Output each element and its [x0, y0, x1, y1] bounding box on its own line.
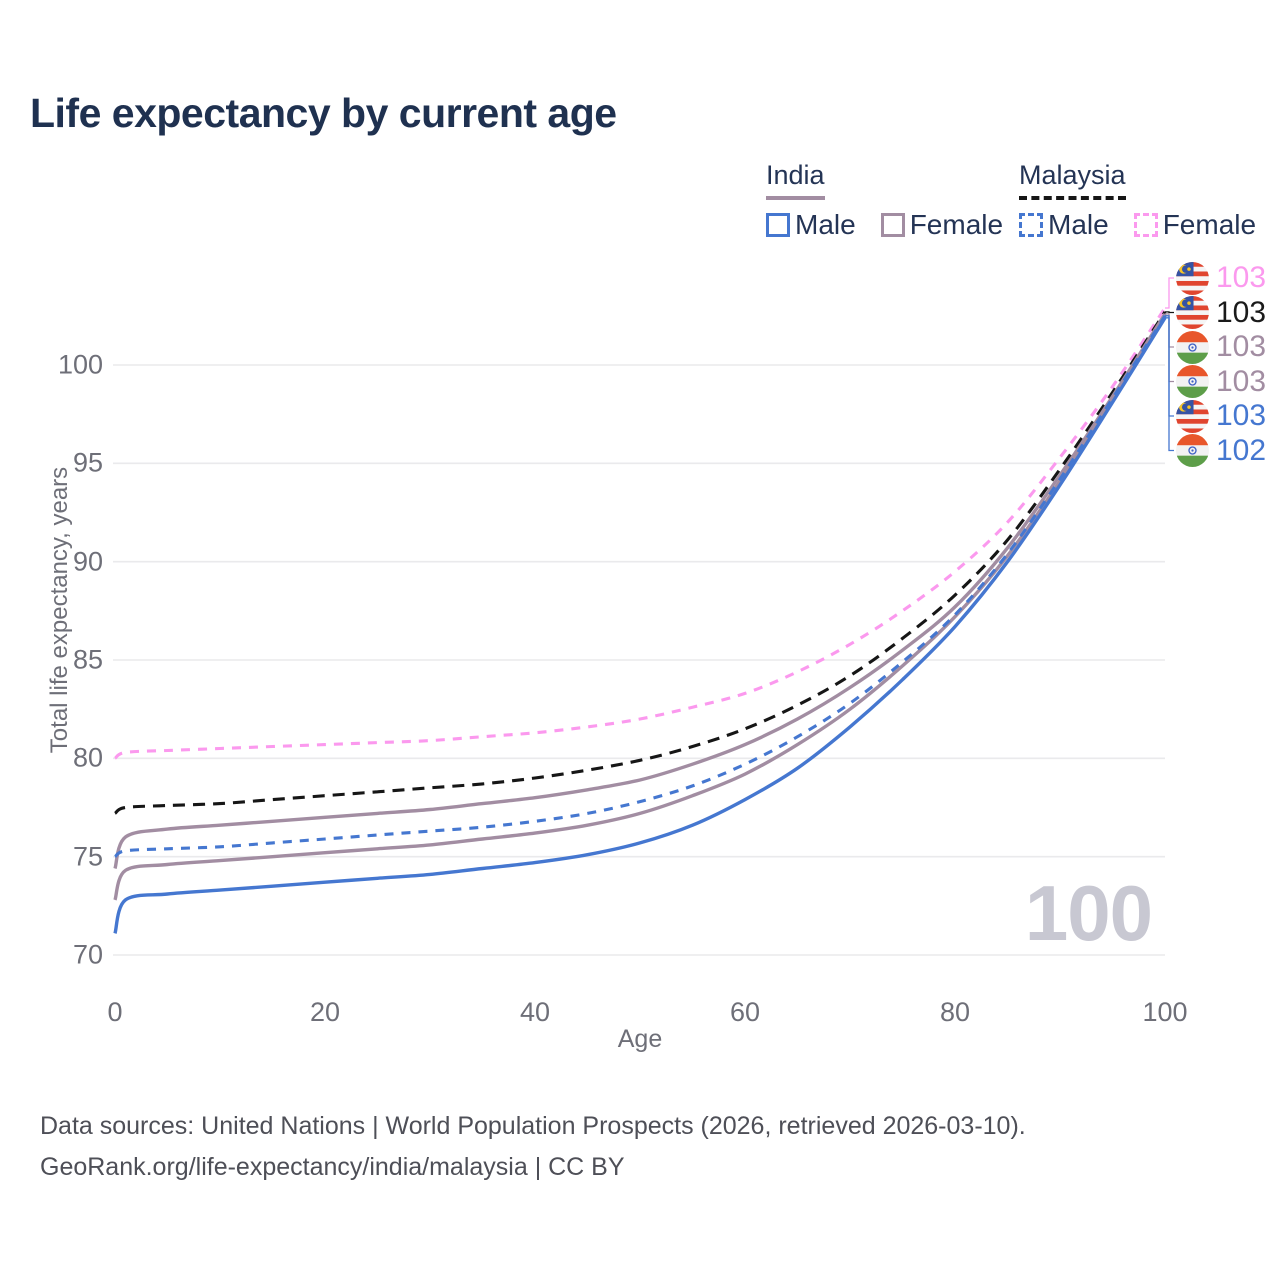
legend-india-male-toggle[interactable]: Male [766, 209, 856, 241]
y-tick-label: 100 [57, 349, 103, 380]
end-label-value: 103 [1216, 399, 1267, 432]
end-label-value: 103 [1216, 295, 1267, 329]
footer-attribution-line: GeoRank.org/life-expectancy/india/malays… [40, 1153, 625, 1181]
end-label-row: 103 [1176, 296, 1266, 330]
end-label-row: 103 [1176, 261, 1266, 295]
x-tick-label: 80 [939, 997, 971, 1027]
end-label-value: 103 [1216, 330, 1267, 363]
series-line-malaysia-female [114, 307, 1167, 760]
age-counter-watermark: 100 [1024, 869, 1153, 957]
legend-malaysia-male-toggle[interactable]: Male [1019, 209, 1109, 241]
end-label-connector [1165, 311, 1174, 314]
malaysia-flag-icon [1176, 399, 1209, 433]
series-line-malaysia-male [114, 314, 1167, 859]
legend-malaysia-female-label: Female [1162, 209, 1257, 240]
legend-group-india: India Male Female [766, 160, 1023, 241]
footer-sources-line: Data sources: United Nations | World Pop… [40, 1112, 1026, 1140]
y-tick-label: 70 [72, 939, 103, 970]
x-tick-label: 20 [309, 997, 341, 1027]
end-label-connector [1165, 277, 1174, 309]
y-tick-label: 80 [72, 742, 103, 773]
end-label-connector [1165, 317, 1174, 452]
india-flag-icon [1176, 365, 1209, 398]
y-axis-title: Total life expectancy, years [46, 466, 73, 754]
y-tick-label: 85 [72, 644, 103, 675]
x-tick-label: 40 [519, 997, 551, 1027]
end-label-row: 103 [1176, 365, 1266, 399]
malaysia-flag-icon [1176, 261, 1209, 295]
india-flag-icon [1176, 434, 1209, 467]
series-line-india-male [113, 316, 1167, 934]
end-label-value: 103 [1216, 261, 1267, 294]
malaysia-flag-icon [1176, 296, 1209, 329]
y-tick-label: 90 [72, 546, 103, 577]
x-tick-label: 60 [729, 997, 761, 1027]
series-line-india-female [113, 312, 1167, 870]
legend-india-male-label: Male [795, 209, 856, 240]
legend-malaysia-title: Malaysia [1019, 160, 1126, 200]
page-title: Life expectancy by current age [30, 90, 617, 136]
y-tick-label: 95 [72, 447, 103, 478]
end-label-row: 103 [1176, 399, 1266, 433]
end-label-row: 102 [1176, 434, 1266, 468]
series-line-india [113, 314, 1167, 901]
end-label-value: 102 [1216, 433, 1267, 467]
y-tick-label: 75 [72, 841, 103, 872]
india-female-swatch-icon [880, 213, 905, 237]
legend-india-female-toggle[interactable]: Female [880, 209, 1004, 241]
x-tick-label: 100 [1142, 997, 1188, 1027]
india-male-swatch-icon [766, 213, 790, 237]
malaysia-male-swatch-icon [1019, 213, 1043, 237]
x-tick-label: 0 [107, 997, 123, 1027]
legend-group-malaysia: Malaysia Male Female [1019, 160, 1276, 241]
end-label-row: 103 [1176, 330, 1266, 364]
legend-india-title: India [766, 160, 825, 200]
legend-india-female-label: Female [909, 209, 1004, 240]
series-line-malaysia [114, 311, 1167, 815]
legend-malaysia-female-toggle[interactable]: Female [1133, 209, 1257, 241]
india-flag-icon [1176, 330, 1209, 364]
x-axis-title: Age [617, 1025, 663, 1053]
malaysia-female-swatch-icon [1133, 213, 1158, 237]
footer: Data sources: United Nations | World Pop… [40, 1106, 1026, 1188]
legend-malaysia-male-label: Male [1048, 209, 1109, 240]
end-label-value: 103 [1216, 364, 1267, 398]
